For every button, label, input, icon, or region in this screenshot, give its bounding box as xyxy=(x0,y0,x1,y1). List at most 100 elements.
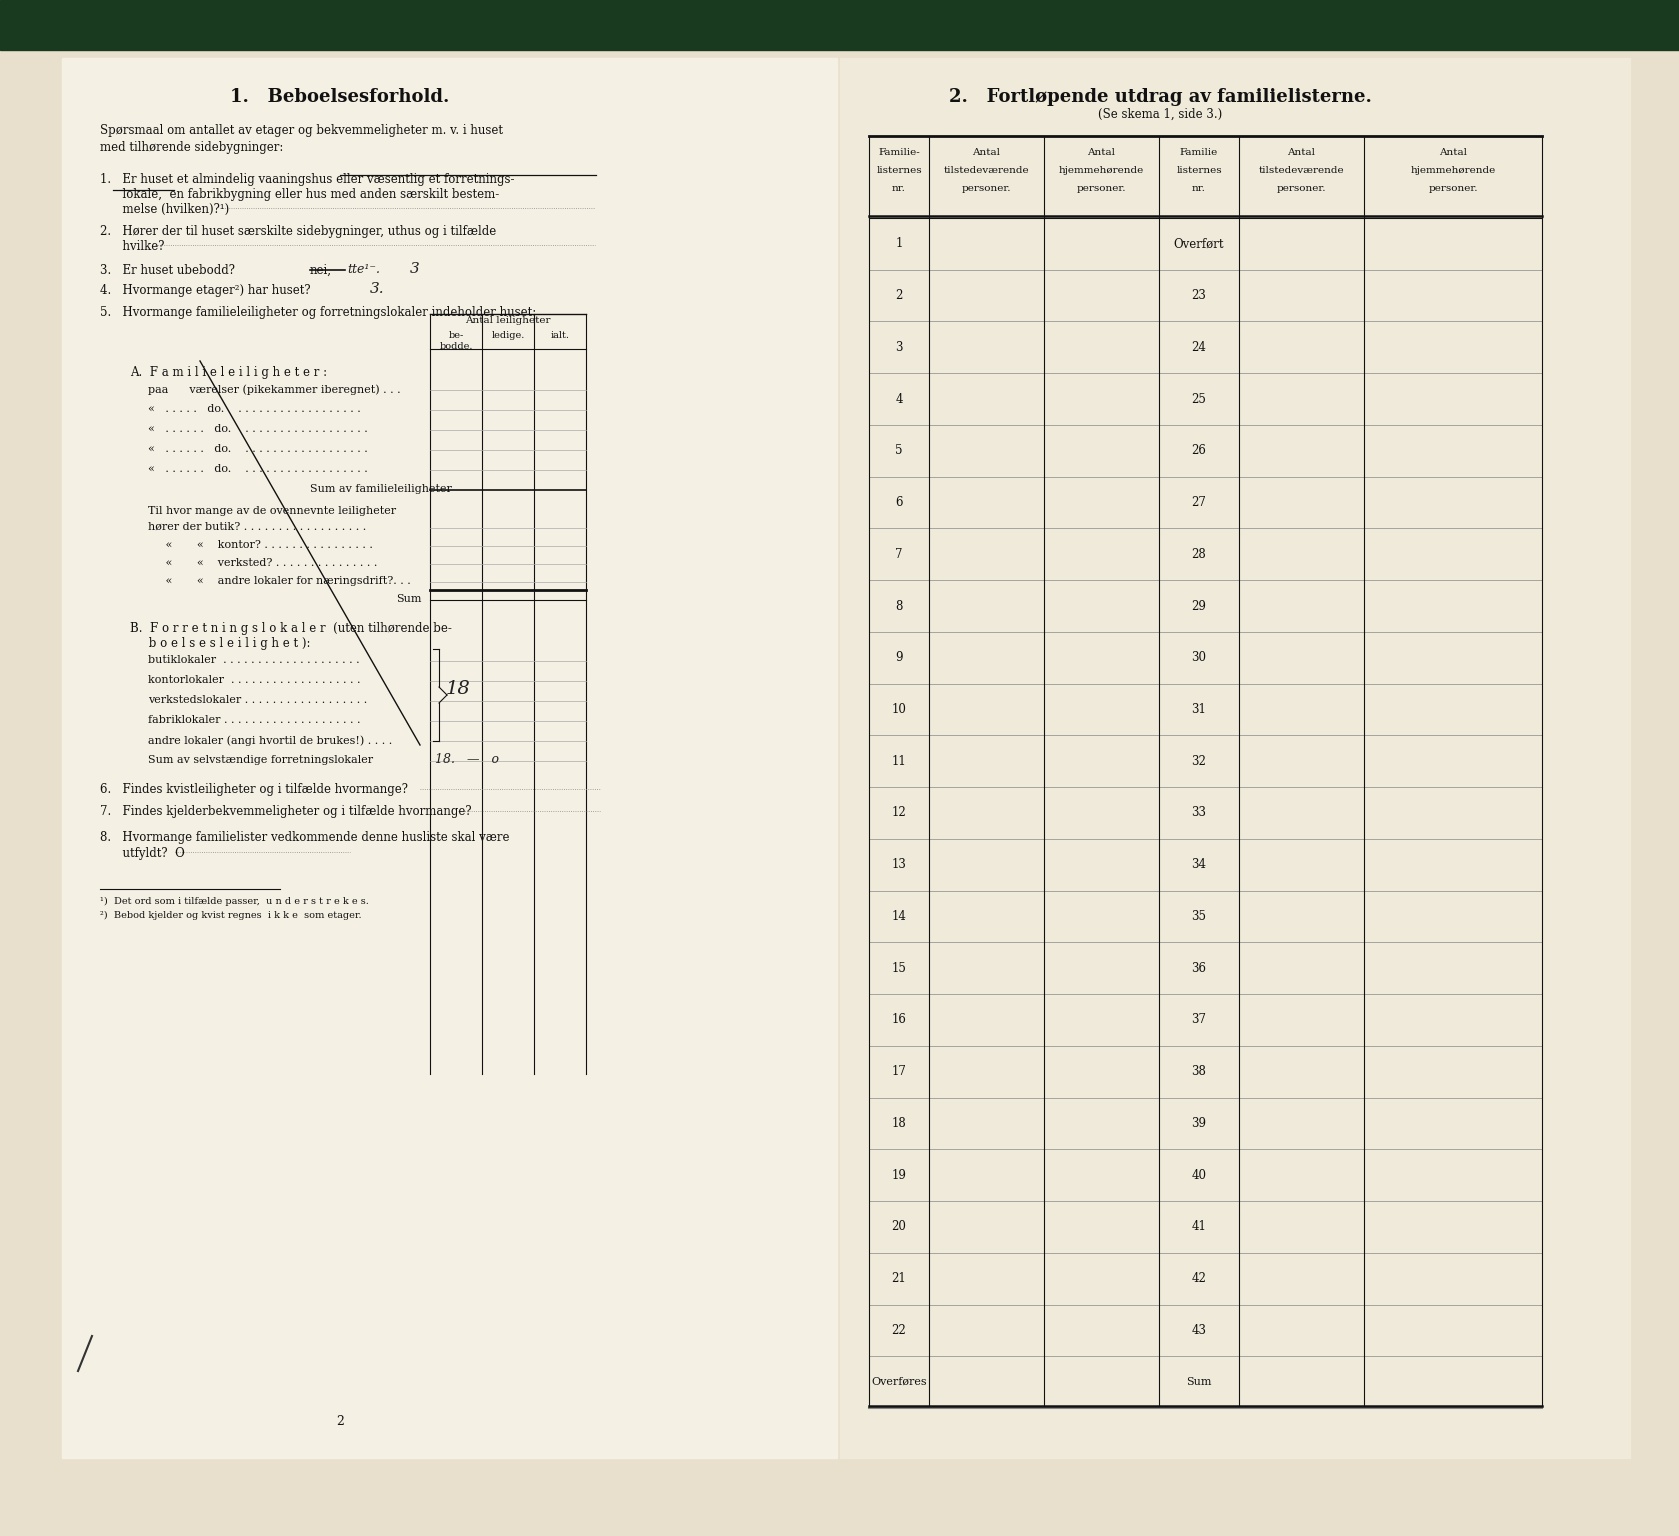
Text: 38: 38 xyxy=(1192,1064,1207,1078)
Text: 33: 33 xyxy=(1192,806,1207,820)
Text: 6.   Findes kvistleiligheter og i tilfælde hvormange?: 6. Findes kvistleiligheter og i tilfælde… xyxy=(101,783,408,796)
Text: 4.   Hvormange etager²) har huset?: 4. Hvormange etager²) har huset? xyxy=(101,284,311,296)
Text: butiklokaler  . . . . . . . . . . . . . . . . . . . .: butiklokaler . . . . . . . . . . . . . .… xyxy=(148,654,359,665)
Text: Spørsmaal om antallet av etager og bekvemmeligheter m. v. i huset: Spørsmaal om antallet av etager og bekve… xyxy=(101,124,504,137)
Text: 2.   Hører der til huset særskilte sidebygninger, uthus og i tilfælde: 2. Hører der til huset særskilte sidebyg… xyxy=(101,224,497,238)
Text: 18: 18 xyxy=(445,680,470,697)
Text: fabriklokaler . . . . . . . . . . . . . . . . . . . .: fabriklokaler . . . . . . . . . . . . . … xyxy=(148,714,361,725)
Text: nei,: nei, xyxy=(311,264,332,276)
Text: «   . . . . . .   do.    . . . . . . . . . . . . . . . . . .: « . . . . . . do. . . . . . . . . . . . … xyxy=(148,464,368,475)
Text: 2: 2 xyxy=(336,1415,344,1428)
Text: personer.: personer. xyxy=(962,184,1011,194)
Text: 3: 3 xyxy=(895,341,903,353)
Text: Familie: Familie xyxy=(1180,147,1219,157)
Text: 30: 30 xyxy=(1192,651,1207,664)
Text: b o e l s e s l e i l i g h e t ):: b o e l s e s l e i l i g h e t ): xyxy=(129,637,311,650)
Text: Antal: Antal xyxy=(1439,147,1467,157)
Text: 3.   Er huset ubebodd?: 3. Er huset ubebodd? xyxy=(101,264,235,276)
Text: utfyldt?  O: utfyldt? O xyxy=(101,846,185,860)
Text: 18: 18 xyxy=(892,1117,907,1130)
Text: Sum: Sum xyxy=(1187,1378,1212,1387)
Text: 37: 37 xyxy=(1192,1014,1207,1026)
Text: 4: 4 xyxy=(895,393,903,406)
Text: 21: 21 xyxy=(892,1272,907,1286)
Text: 39: 39 xyxy=(1192,1117,1207,1130)
Text: listernes: listernes xyxy=(876,166,922,175)
Text: paa      værelser (pikekammer iberegnet) . . .: paa værelser (pikekammer iberegnet) . . … xyxy=(148,384,401,395)
Text: 9: 9 xyxy=(895,651,903,664)
Text: 1: 1 xyxy=(895,238,903,250)
Text: bodde.: bodde. xyxy=(440,343,473,352)
Text: hører der butik? . . . . . . . . . . . . . . . . . .: hører der butik? . . . . . . . . . . . .… xyxy=(148,522,366,531)
Text: be-: be- xyxy=(448,330,463,339)
Text: 29: 29 xyxy=(1192,599,1207,613)
Text: Overført: Overført xyxy=(1174,238,1224,250)
Text: 3.: 3. xyxy=(369,283,384,296)
Text: 34: 34 xyxy=(1192,859,1207,871)
Text: 2: 2 xyxy=(895,289,903,303)
Text: Sum av familieleiligheter: Sum av familieleiligheter xyxy=(311,484,452,495)
Text: ¹)  Det ord som i tilfælde passer,  u n d e r s t r e k e s.: ¹) Det ord som i tilfælde passer, u n d … xyxy=(101,897,369,906)
Text: 32: 32 xyxy=(1192,754,1207,768)
Text: 8.   Hvormange familielister vedkommende denne husliste skal være: 8. Hvormange familielister vedkommende d… xyxy=(101,831,509,843)
Text: 20: 20 xyxy=(892,1221,907,1233)
Text: «   . . . . . .   do.    . . . . . . . . . . . . . . . . . .: « . . . . . . do. . . . . . . . . . . . … xyxy=(148,424,368,435)
Text: 19: 19 xyxy=(892,1169,907,1181)
Text: 25: 25 xyxy=(1192,393,1207,406)
Text: Familie-: Familie- xyxy=(878,147,920,157)
Text: personer.: personer. xyxy=(1276,184,1326,194)
Text: personer.: personer. xyxy=(1076,184,1127,194)
Text: personer.: personer. xyxy=(1429,184,1478,194)
Text: 7: 7 xyxy=(895,548,903,561)
Text: «       «    kontor? . . . . . . . . . . . . . . . .: « « kontor? . . . . . . . . . . . . . . … xyxy=(148,541,373,550)
Text: hjemmehørende: hjemmehørende xyxy=(1059,166,1143,175)
Text: 1.   Beboelsesforhold.: 1. Beboelsesforhold. xyxy=(230,88,450,106)
Text: 42: 42 xyxy=(1192,1272,1207,1286)
Text: 13: 13 xyxy=(892,859,907,871)
Text: 17: 17 xyxy=(892,1064,907,1078)
Text: Overføres: Overføres xyxy=(871,1378,927,1387)
Text: (Se skema 1, side 3.): (Se skema 1, side 3.) xyxy=(1098,108,1222,121)
Text: nr.: nr. xyxy=(892,184,907,194)
Text: 5: 5 xyxy=(895,444,903,458)
Text: 16: 16 xyxy=(892,1014,907,1026)
Text: Sum av selvstændige forretningslokaler: Sum av selvstændige forretningslokaler xyxy=(148,756,373,765)
Text: Antal leiligheter: Antal leiligheter xyxy=(465,316,551,326)
Text: verkstedslokaler . . . . . . . . . . . . . . . . . .: verkstedslokaler . . . . . . . . . . . .… xyxy=(148,694,368,705)
Text: Antal: Antal xyxy=(1288,147,1316,157)
Text: nr.: nr. xyxy=(1192,184,1206,194)
Text: 27: 27 xyxy=(1192,496,1207,508)
Text: kontorlokaler  . . . . . . . . . . . . . . . . . . .: kontorlokaler . . . . . . . . . . . . . … xyxy=(148,674,361,685)
Text: «       «    verksted? . . . . . . . . . . . . . . .: « « verksted? . . . . . . . . . . . . . … xyxy=(148,558,378,568)
Text: andre lokaler (angi hvortil de brukes!) . . . .: andre lokaler (angi hvortil de brukes!) … xyxy=(148,736,393,745)
Bar xyxy=(840,58,1630,1458)
Text: B.  F o r r e t n i n g s l o k a l e r  (uten tilhørende be-: B. F o r r e t n i n g s l o k a l e r (… xyxy=(129,622,452,634)
Text: 31: 31 xyxy=(1192,703,1207,716)
Text: 10: 10 xyxy=(892,703,907,716)
Text: 8: 8 xyxy=(895,599,903,613)
Text: 12: 12 xyxy=(892,806,907,820)
Text: melse (hvilken)?¹): melse (hvilken)?¹) xyxy=(101,203,230,217)
Bar xyxy=(62,58,838,1458)
Text: 2.   Fortløpende utdrag av familielisterne.: 2. Fortløpende utdrag av familielisterne… xyxy=(949,88,1372,106)
Text: 28: 28 xyxy=(1192,548,1207,561)
Text: 40: 40 xyxy=(1192,1169,1207,1181)
Text: «   . . . . .   do.    . . . . . . . . . . . . . . . . . .: « . . . . . do. . . . . . . . . . . . . … xyxy=(148,404,361,415)
Text: «       «    andre lokaler for næringsdrift?. . .: « « andre lokaler for næringsdrift?. . . xyxy=(148,576,411,587)
Text: A.  F a m i l i e l e i l i g h e t e r :: A. F a m i l i e l e i l i g h e t e r : xyxy=(129,366,327,379)
Text: «   . . . . . .   do.    . . . . . . . . . . . . . . . . . .: « . . . . . . do. . . . . . . . . . . . … xyxy=(148,444,368,455)
Text: Sum: Sum xyxy=(396,594,421,604)
Text: tilstedeværende: tilstedeværende xyxy=(944,166,1029,175)
Text: 43: 43 xyxy=(1192,1324,1207,1336)
Text: 24: 24 xyxy=(1192,341,1207,353)
Text: 14: 14 xyxy=(892,909,907,923)
Text: 5.   Hvormange familieleiligheter og forretningslokaler indeholder huset:: 5. Hvormange familieleiligheter og forre… xyxy=(101,306,536,319)
Text: hvilke?: hvilke? xyxy=(101,240,165,253)
Bar xyxy=(0,0,1679,51)
Text: 11: 11 xyxy=(892,754,907,768)
Text: 15: 15 xyxy=(892,962,907,975)
Text: Til hvor mange av de ovennevnte leiligheter: Til hvor mange av de ovennevnte leilighe… xyxy=(148,505,396,516)
Text: 3: 3 xyxy=(410,263,420,276)
Text: ledige.: ledige. xyxy=(492,330,524,339)
Text: 1.   Er huset et almindelig vaaningshus eller væsentlig et forretnings-: 1. Er huset et almindelig vaaningshus el… xyxy=(101,174,514,186)
